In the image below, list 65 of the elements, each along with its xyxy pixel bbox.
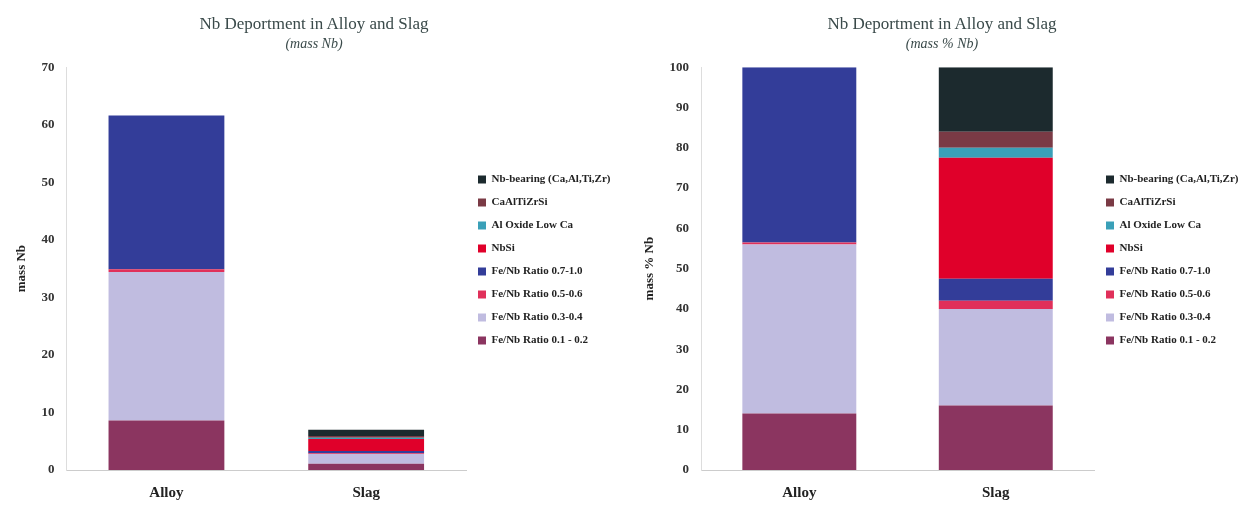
bar [108, 115, 225, 270]
legend-label: Fe/Nb Ratio 0.7-1.0 [491, 264, 584, 277]
bar [308, 438, 425, 452]
bar [742, 244, 857, 414]
legend-label: Fe/Nb Ratio 0.1 - 0.2 [491, 333, 589, 346]
legend-label: NbSi [1119, 241, 1143, 254]
y-axis-title: mass Nb [13, 244, 29, 293]
y-tick-label: 50 [41, 173, 55, 189]
legend-label: Fe/Nb Ratio 0.1 - 0.2 [1119, 333, 1217, 346]
y-tick-label: 30 [676, 340, 690, 356]
legend-label: CaAlTiZrSi [491, 195, 548, 208]
x-tick-label: Alloy [782, 483, 817, 500]
y-tick-label: 40 [41, 231, 55, 247]
y-tick-label: 70 [676, 179, 690, 195]
bar [938, 131, 1053, 148]
legend-label: Fe/Nb Ratio 0.5-0.6 [491, 287, 584, 300]
y-tick-label: 0 [682, 461, 690, 477]
chart-title: Nb Deportment in Alloy and Slag [827, 13, 1057, 33]
legend-label: Nb-bearing (Ca,Al,Ti,Zr) [1119, 172, 1239, 186]
y-tick-label: 60 [676, 219, 690, 235]
y-tick-label: 90 [676, 98, 690, 114]
bar [938, 147, 1053, 158]
bar [308, 453, 425, 464]
y-tick-label: 10 [676, 421, 690, 437]
bar [108, 269, 225, 273]
bar [938, 157, 1053, 279]
bar [742, 413, 857, 470]
y-tick-label: 100 [669, 58, 690, 74]
bar [938, 300, 1053, 309]
bar [308, 463, 425, 470]
y-tick-label: 20 [676, 380, 690, 396]
chart-subtitle: (mass Nb) [285, 36, 343, 53]
x-tick-label: Slag [352, 483, 381, 500]
legend-label: NbSi [491, 241, 515, 254]
x-tick-label: Alloy [149, 483, 185, 500]
x-tick-label: Slag [982, 483, 1011, 500]
y-axis-title: mass % Nb [641, 236, 657, 301]
bar [938, 308, 1053, 406]
bar [308, 429, 425, 437]
bar [742, 67, 857, 243]
chart-title: Nb Deportment in Alloy and Slag [199, 13, 429, 33]
y-tick-label: 20 [41, 346, 55, 362]
legend-label: Fe/Nb Ratio 0.7-1.0 [1119, 264, 1212, 277]
y-tick-label: 70 [41, 58, 55, 74]
legend-label: Fe/Nb Ratio 0.3-0.4 [1119, 310, 1212, 323]
bar [938, 278, 1053, 301]
bar [938, 405, 1053, 470]
bar [742, 242, 857, 245]
y-tick-label: 80 [676, 139, 690, 155]
legend-label: Al Oxide Low Ca [1119, 218, 1202, 231]
y-tick-label: 60 [41, 116, 55, 132]
y-tick-label: 10 [41, 403, 55, 419]
y-tick-label: 0 [48, 461, 55, 477]
y-tick-label: 30 [41, 288, 55, 304]
legend-label: Fe/Nb Ratio 0.3-0.4 [491, 310, 584, 323]
y-tick-label: 40 [676, 300, 690, 316]
bar [938, 67, 1053, 132]
legend-label: Nb-bearing (Ca,Al,Ti,Zr) [491, 172, 611, 186]
y-tick-label: 50 [676, 259, 690, 275]
legend-label: Fe/Nb Ratio 0.5-0.6 [1119, 287, 1212, 300]
legend-label: CaAlTiZrSi [1119, 195, 1176, 208]
bar [108, 420, 225, 470]
chart-subtitle: (mass % Nb) [905, 36, 979, 53]
legend-label: Al Oxide Low Ca [491, 218, 574, 231]
bar [108, 272, 225, 421]
